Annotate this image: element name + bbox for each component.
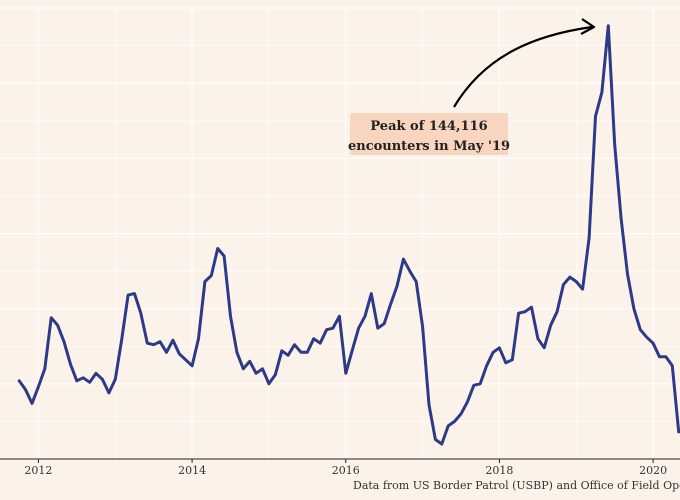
peak-annotation: Peak of 144,116 encounters in May '19 [348,18,596,155]
source-caption: Data from US Border Patrol (USBP) and Of… [353,479,680,492]
x-tick-label: 2020 [639,464,667,477]
x-tick-label: 2016 [332,464,360,477]
arrowhead-icon [580,18,596,35]
x-tick-label: 2014 [178,464,206,477]
x-axis-ticks: 2012 2014 2016 2018 2020 [24,459,667,477]
annotation-line-1: Peak of 144,116 [370,119,487,134]
annotation-arrow [453,25,593,108]
annotation-box [350,113,508,155]
x-tick-label: 2012 [24,464,52,477]
x-tick-label: 2018 [485,464,513,477]
series-line [17,24,680,446]
annotation-line-2: encounters in May '19 [348,139,510,154]
